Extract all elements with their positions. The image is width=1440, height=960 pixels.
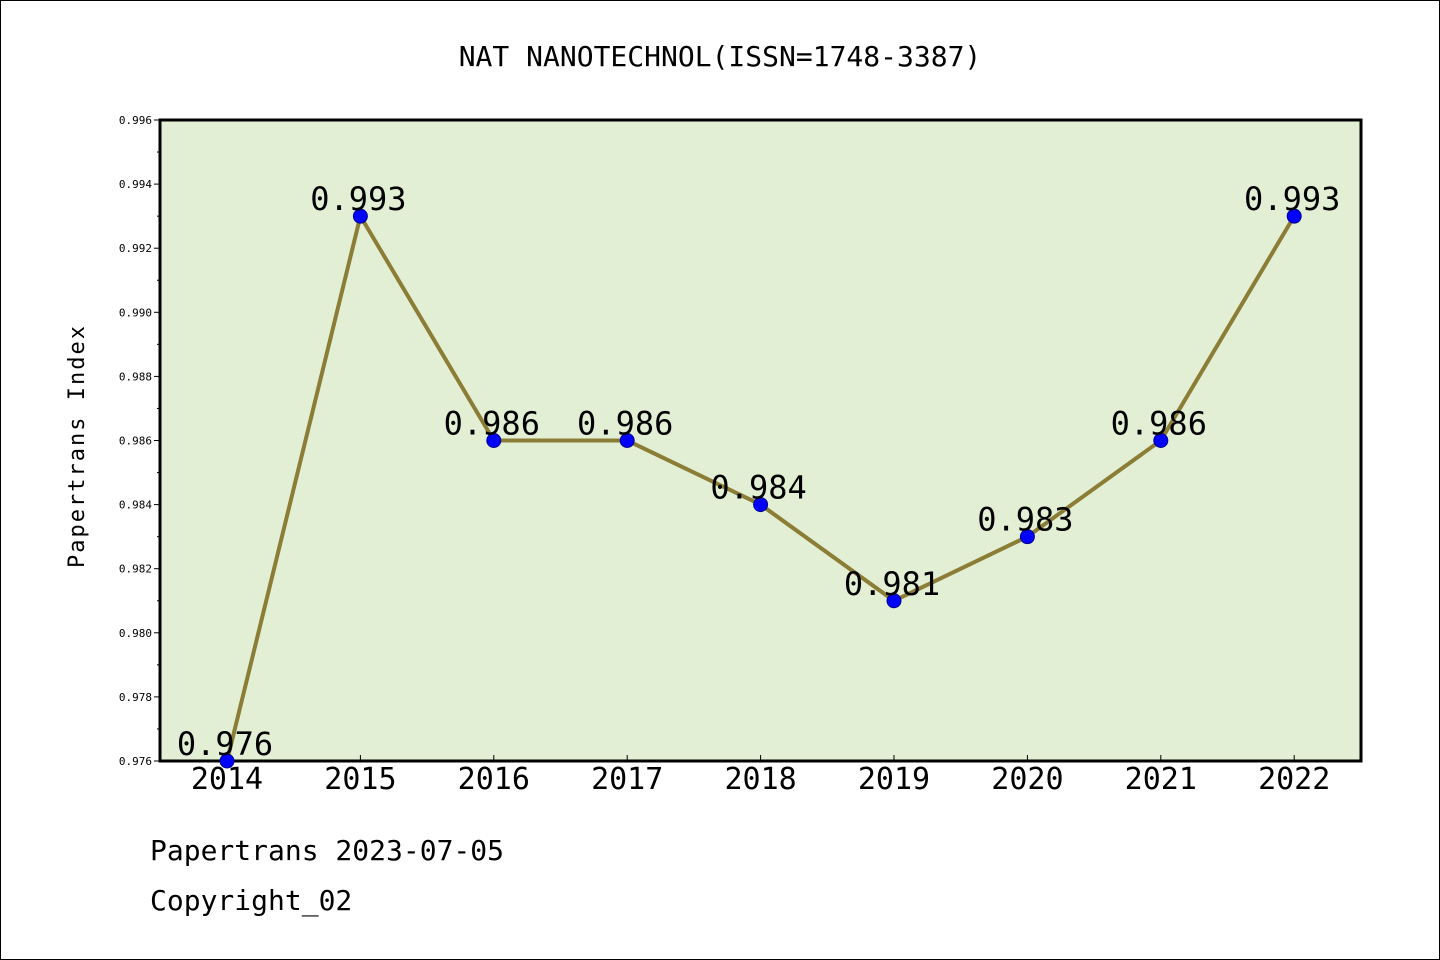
y-tick-label: 0.996 [119,114,152,127]
y-tick-label: 0.978 [119,691,152,704]
x-tick-label: 2022 [1258,762,1330,797]
x-tick-label: 2017 [591,762,663,797]
y-tick-label: 0.984 [119,499,152,512]
x-tick-label: 2016 [458,762,530,797]
data-point [753,497,769,513]
y-axis: 0.976 0.978 0.980 0.982 0.984 0.986 0.988 0.990… [119,114,160,768]
y-tick-label: 0.982 [119,563,152,576]
data-label: 0.986 [444,405,540,443]
data-label: 0.981 [844,565,940,603]
data-label: 0.983 [977,501,1073,539]
data-label: 0.986 [1111,405,1207,443]
data-label: 0.986 [577,405,673,443]
data-point [486,433,502,448]
x-tick-label: 2020 [991,762,1063,797]
x-tick-label: 2018 [724,762,796,797]
footer-copyright: Copyright_02 [150,884,353,917]
footer-date: Papertrans 2023-07-05 [150,834,505,867]
chart-title: NAT NANOTECHNOL(ISSN=1748-3387) [459,40,982,73]
data-label: 0.984 [710,469,806,507]
x-axis: 2014 2015 2016 2017 2018 2019 2020 2021 2022 [191,755,1330,797]
y-tick-label: 0.988 [119,370,152,383]
data-label: 0.976 [177,725,273,763]
data-point [619,433,635,448]
x-tick-label: 2021 [1125,762,1197,797]
y-tick-label: 0.980 [119,627,152,640]
data-label: 0.993 [1244,180,1340,218]
y-axis-label: Papertrans Index [65,324,90,568]
data-point [1286,208,1302,224]
series-layer: 0.976 0.993 0.986 0.986 0.984 0.981 0.983 0.986… [177,180,1340,769]
data-point [886,593,902,609]
y-tick-label: 0.986 [119,435,152,448]
data-label: 0.993 [310,180,406,218]
y-tick-label: 0.990 [119,306,152,319]
y-tick-label: 0.994 [119,178,152,191]
data-point [352,208,368,224]
x-tick-label: 2019 [858,762,930,797]
y-tick-label: 0.992 [119,242,152,255]
data-point [1019,529,1035,545]
x-tick-label: 2015 [324,762,396,797]
y-tick-label: 0.976 [119,755,152,768]
data-point [1153,433,1169,448]
data-point [219,753,235,769]
